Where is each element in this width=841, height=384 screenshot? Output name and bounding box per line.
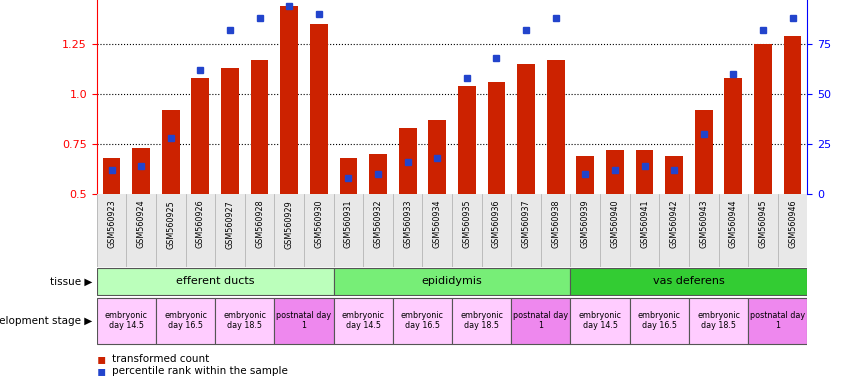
- FancyBboxPatch shape: [689, 298, 748, 344]
- Text: embryonic
day 16.5: embryonic day 16.5: [164, 311, 207, 330]
- FancyBboxPatch shape: [156, 298, 215, 344]
- Text: GSM560934: GSM560934: [433, 200, 442, 248]
- Bar: [251, 60, 268, 194]
- Text: transformed count: transformed count: [112, 354, 209, 364]
- Text: development stage ▶: development stage ▶: [0, 316, 93, 326]
- Text: GSM560924: GSM560924: [136, 200, 145, 248]
- FancyBboxPatch shape: [570, 298, 630, 344]
- Text: percentile rank within the sample: percentile rank within the sample: [112, 366, 288, 376]
- Text: efferent ducts: efferent ducts: [176, 276, 255, 286]
- Bar: [695, 110, 712, 194]
- FancyBboxPatch shape: [570, 268, 807, 295]
- Text: embryonic
day 18.5: embryonic day 18.5: [223, 311, 267, 330]
- Text: embryonic
day 16.5: embryonic day 16.5: [637, 311, 681, 330]
- Text: embryonic
day 16.5: embryonic day 16.5: [401, 311, 444, 330]
- FancyBboxPatch shape: [393, 298, 452, 344]
- Bar: [784, 36, 801, 194]
- Text: GSM560926: GSM560926: [196, 200, 205, 248]
- Bar: [309, 24, 328, 194]
- Text: embryonic
day 14.5: embryonic day 14.5: [341, 311, 384, 330]
- Text: embryonic
day 18.5: embryonic day 18.5: [460, 311, 503, 330]
- Text: GSM560930: GSM560930: [315, 200, 323, 248]
- Text: GSM560937: GSM560937: [521, 200, 531, 248]
- Text: GSM560940: GSM560940: [611, 200, 619, 248]
- FancyBboxPatch shape: [97, 298, 156, 344]
- Text: embryonic
day 18.5: embryonic day 18.5: [697, 311, 740, 330]
- FancyBboxPatch shape: [215, 298, 274, 344]
- Text: GSM560938: GSM560938: [551, 200, 560, 248]
- Bar: [576, 156, 594, 194]
- Text: embryonic
day 14.5: embryonic day 14.5: [105, 311, 148, 330]
- Text: ▪: ▪: [97, 352, 106, 366]
- Text: ▪: ▪: [97, 364, 106, 378]
- Text: postnatal day
1: postnatal day 1: [277, 311, 331, 330]
- Text: GSM560927: GSM560927: [225, 200, 235, 248]
- Bar: [547, 60, 564, 194]
- Text: GSM560932: GSM560932: [373, 200, 383, 248]
- FancyBboxPatch shape: [452, 298, 511, 344]
- Text: GSM560946: GSM560946: [788, 200, 797, 248]
- Bar: [517, 64, 535, 194]
- FancyBboxPatch shape: [511, 298, 570, 344]
- Bar: [636, 150, 653, 194]
- Text: GSM560923: GSM560923: [107, 200, 116, 248]
- Bar: [754, 44, 772, 194]
- Bar: [399, 128, 416, 194]
- Text: GSM560933: GSM560933: [403, 200, 412, 248]
- Text: GSM560925: GSM560925: [167, 200, 175, 248]
- Bar: [428, 120, 446, 194]
- Bar: [103, 158, 120, 194]
- FancyBboxPatch shape: [334, 298, 393, 344]
- Text: GSM560936: GSM560936: [492, 200, 501, 248]
- Text: postnatal day
1: postnatal day 1: [513, 311, 569, 330]
- Text: GSM560939: GSM560939: [581, 200, 590, 248]
- Text: tissue ▶: tissue ▶: [50, 276, 93, 286]
- FancyBboxPatch shape: [97, 268, 334, 295]
- Bar: [724, 78, 743, 194]
- Bar: [340, 158, 357, 194]
- Bar: [280, 6, 298, 194]
- Text: GSM560931: GSM560931: [344, 200, 353, 248]
- Text: GSM560942: GSM560942: [669, 200, 679, 248]
- Text: epididymis: epididymis: [421, 276, 483, 286]
- FancyBboxPatch shape: [274, 298, 334, 344]
- Bar: [161, 110, 180, 194]
- Text: embryonic
day 14.5: embryonic day 14.5: [579, 311, 621, 330]
- Text: postnatal day
1: postnatal day 1: [750, 311, 806, 330]
- Text: GSM560944: GSM560944: [729, 200, 738, 248]
- Bar: [488, 82, 505, 194]
- Bar: [606, 150, 624, 194]
- FancyBboxPatch shape: [748, 298, 807, 344]
- FancyBboxPatch shape: [630, 298, 689, 344]
- Bar: [458, 86, 476, 194]
- Bar: [192, 78, 209, 194]
- Text: GSM560943: GSM560943: [699, 200, 708, 248]
- Bar: [132, 148, 150, 194]
- FancyBboxPatch shape: [334, 268, 570, 295]
- Text: vas deferens: vas deferens: [653, 276, 725, 286]
- Bar: [665, 156, 683, 194]
- Text: GSM560935: GSM560935: [463, 200, 471, 248]
- Bar: [369, 154, 387, 194]
- Text: GSM560945: GSM560945: [759, 200, 768, 248]
- Text: GSM560928: GSM560928: [255, 200, 264, 248]
- Text: GSM560929: GSM560929: [285, 200, 294, 248]
- Bar: [221, 68, 239, 194]
- Text: GSM560941: GSM560941: [640, 200, 649, 248]
